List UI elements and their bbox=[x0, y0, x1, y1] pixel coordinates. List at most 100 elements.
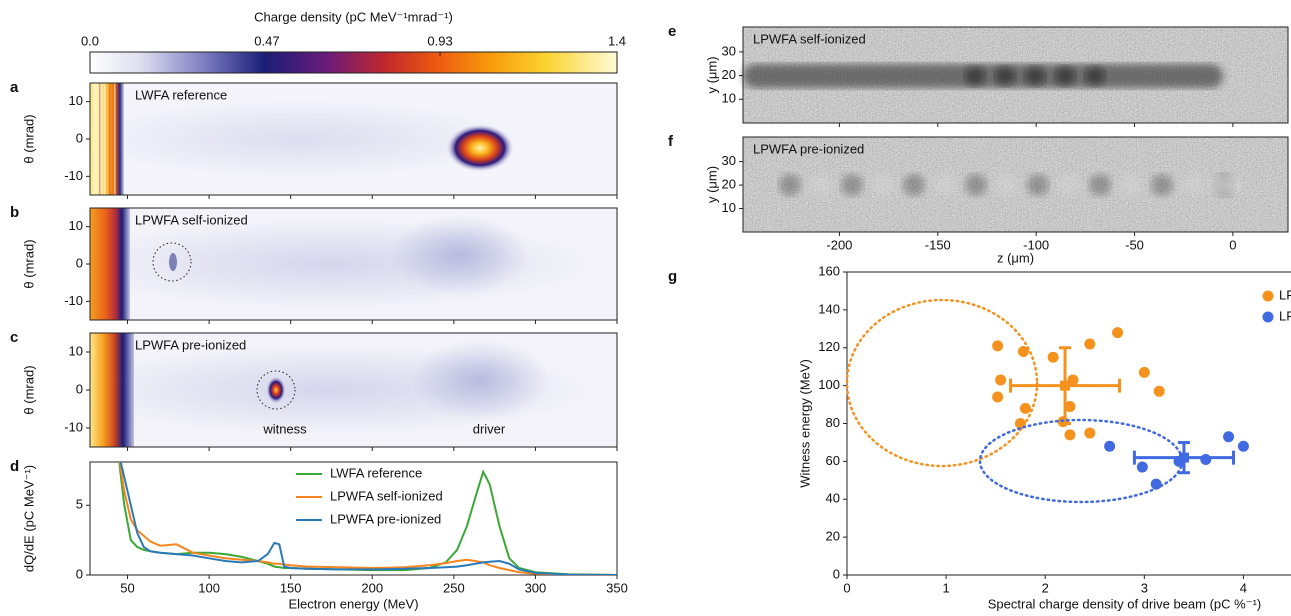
wake-spot bbox=[1058, 174, 1080, 196]
image-saturated bbox=[90, 208, 130, 320]
image-label: LWFA reference bbox=[135, 87, 227, 102]
y-tick-label: 0 bbox=[76, 381, 83, 396]
panel-letter: d bbox=[10, 458, 19, 475]
y-tick-label: 100 bbox=[818, 377, 840, 392]
y-tick-label: 60 bbox=[826, 453, 840, 468]
plot-frame bbox=[742, 136, 1289, 233]
image-label: LPWFA self-ionized bbox=[135, 212, 248, 227]
wake-spot bbox=[1055, 66, 1075, 86]
legend-label: LWFA reference bbox=[330, 465, 422, 480]
y-axis-label: y (μm) bbox=[704, 166, 719, 203]
y-tick-label: 30 bbox=[722, 153, 736, 168]
scatter-point bbox=[1223, 431, 1235, 443]
x-tick-label: 3 bbox=[1141, 580, 1148, 595]
annotation: driver bbox=[473, 421, 506, 436]
panel-letter: f bbox=[668, 133, 674, 150]
x-tick-label: 50 bbox=[120, 580, 134, 595]
scatter-point bbox=[1150, 478, 1162, 490]
y-tick-label: 140 bbox=[818, 301, 840, 316]
scatter-point bbox=[1084, 338, 1096, 350]
y-axis-label: dQ/dE (pC MeV⁻¹) bbox=[21, 465, 36, 572]
group-ellipse bbox=[978, 418, 1184, 504]
x-tick-label: -200 bbox=[826, 237, 852, 252]
y-tick-label: 10 bbox=[722, 200, 736, 215]
driver-spot bbox=[446, 124, 514, 172]
legend-swatch bbox=[1262, 290, 1274, 302]
legend-label: LPWFA pre-ionized bbox=[330, 511, 441, 526]
scatter-point bbox=[1112, 327, 1124, 339]
scatter-point bbox=[992, 340, 1004, 352]
series-line bbox=[119, 462, 617, 575]
wake-spot bbox=[1120, 174, 1142, 196]
colorbar-title: Charge density (pC MeV⁻¹mrad⁻¹) bbox=[254, 9, 453, 24]
y-tick-label: 0 bbox=[76, 566, 83, 581]
x-axis-label: Spectral charge density of drive beam (p… bbox=[988, 596, 1261, 611]
wake-spot bbox=[841, 174, 863, 196]
scatter-point bbox=[992, 391, 1004, 403]
y-tick-label: 10 bbox=[69, 343, 83, 358]
wake-spot bbox=[1151, 174, 1173, 196]
image-saturated bbox=[90, 83, 124, 195]
x-tick-label: -150 bbox=[925, 237, 951, 252]
wake-spot bbox=[1027, 174, 1049, 196]
mean-marker bbox=[1178, 452, 1189, 463]
x-tick-label: 300 bbox=[525, 580, 547, 595]
wake-spot bbox=[1025, 66, 1045, 86]
x-tick-label: 2 bbox=[1042, 580, 1049, 595]
x-tick-label: 0 bbox=[843, 580, 850, 595]
scatter-point bbox=[995, 374, 1007, 386]
image-haze bbox=[410, 340, 550, 420]
panel-letter: e bbox=[668, 23, 676, 40]
x-tick-label: 100 bbox=[198, 580, 220, 595]
witness-spot bbox=[266, 376, 286, 404]
y-tick-label: 10 bbox=[722, 91, 736, 106]
image-streak bbox=[94, 83, 96, 195]
plot-lines bbox=[118, 462, 617, 575]
image-label: LPWFA pre-ionized bbox=[135, 337, 246, 352]
y-tick-label: 10 bbox=[69, 218, 83, 233]
wake-spot bbox=[1182, 174, 1204, 196]
scatter-point bbox=[1064, 429, 1076, 441]
wake-tail bbox=[1210, 176, 1240, 194]
x-axis-label: Electron energy (MeV) bbox=[288, 596, 418, 611]
y-tick-label: 20 bbox=[722, 67, 736, 82]
scatter-point bbox=[1064, 400, 1076, 412]
y-tick-label: 5 bbox=[76, 497, 83, 512]
wake-spot bbox=[934, 174, 956, 196]
colorbar-tick-label: 1.4 bbox=[608, 33, 626, 48]
panel-letter: c bbox=[10, 329, 18, 346]
image-label: LPWFA self-ionized bbox=[753, 31, 866, 46]
image-streak bbox=[114, 83, 116, 195]
y-axis-label: θ (mrad) bbox=[21, 365, 36, 414]
x-tick-label: 150 bbox=[280, 580, 302, 595]
group-ellipse bbox=[845, 298, 1039, 468]
annotation: witness bbox=[262, 421, 307, 436]
image-streak bbox=[99, 83, 101, 195]
image-haze bbox=[390, 215, 530, 295]
x-tick-label: -50 bbox=[1125, 237, 1144, 252]
witness-marker bbox=[152, 242, 192, 282]
y-axis-label: Witness energy (MeV) bbox=[797, 359, 812, 488]
y-tick-label: 10 bbox=[69, 93, 83, 108]
x-tick-label: 4 bbox=[1240, 580, 1247, 595]
colorbar-tick-label: 0.0 bbox=[81, 33, 99, 48]
legend-label: LPWFA self-ionized bbox=[330, 488, 443, 503]
scatter-point bbox=[1153, 385, 1165, 397]
legend-label: LPWFA pre-ionized bbox=[1279, 287, 1291, 302]
y-tick-label: 80 bbox=[826, 415, 840, 430]
wake-spot bbox=[779, 174, 801, 196]
y-tick-label: 20 bbox=[826, 529, 840, 544]
y-tick-label: 30 bbox=[722, 43, 736, 58]
legend-swatch bbox=[1262, 311, 1274, 323]
witness-marker bbox=[256, 370, 296, 410]
y-tick-label: 0 bbox=[76, 255, 83, 270]
y-tick-label: 40 bbox=[826, 491, 840, 506]
y-axis-label: y (μm) bbox=[704, 56, 719, 93]
wake-spot bbox=[1089, 174, 1111, 196]
image-streak bbox=[104, 83, 106, 195]
legend-label: LPWFA self-ionized bbox=[1279, 308, 1291, 323]
image-label: LPWFA pre-ionized bbox=[753, 141, 864, 156]
wake-spot bbox=[965, 174, 987, 196]
wake-spot bbox=[872, 174, 894, 196]
